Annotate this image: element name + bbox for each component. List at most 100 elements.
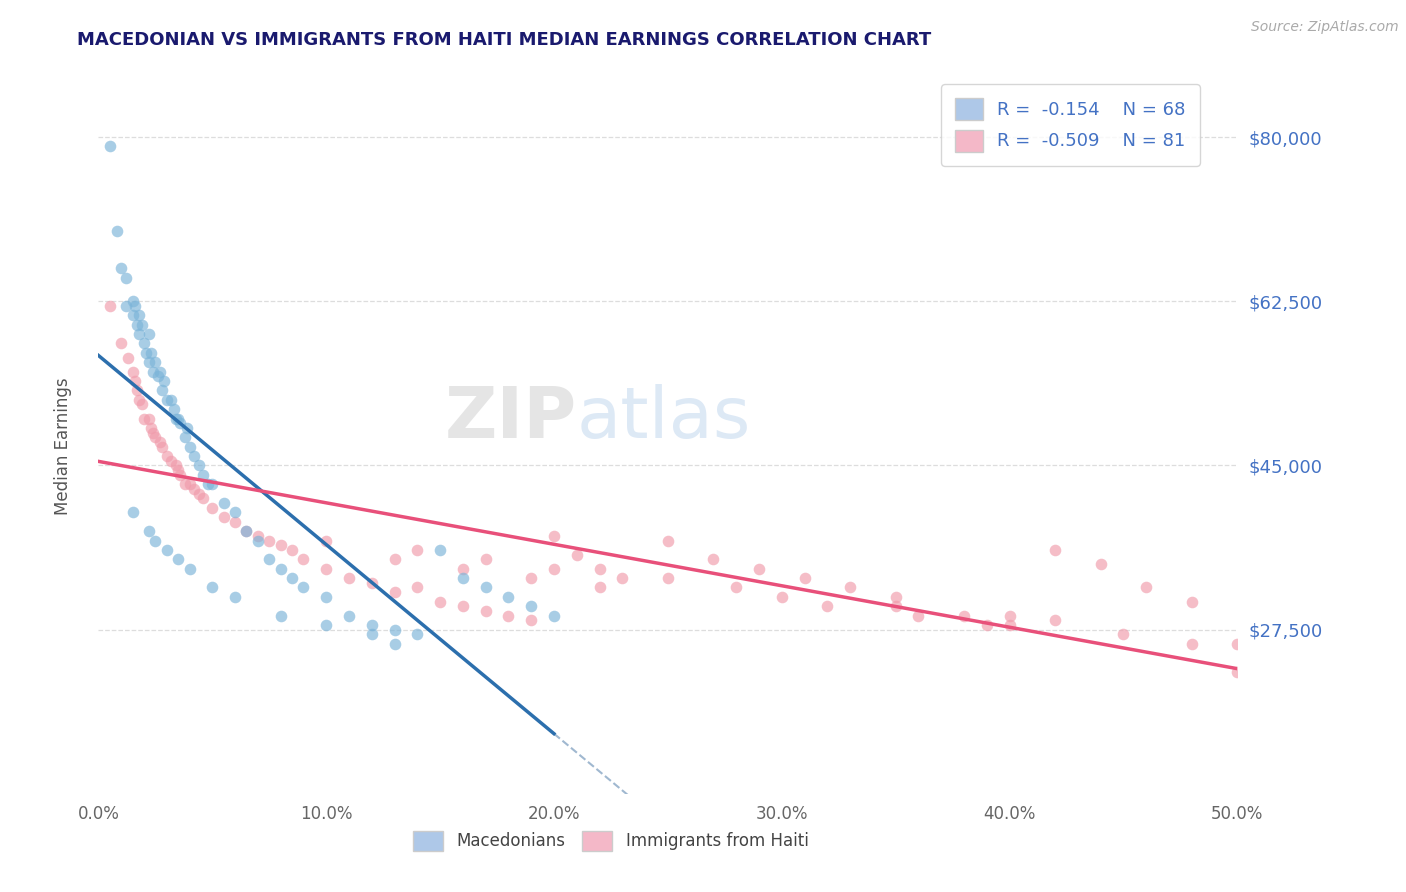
- Point: [953, 608, 976, 623]
- Point: [976, 618, 998, 632]
- Point: [224, 515, 246, 529]
- Point: [156, 542, 179, 557]
- Point: [498, 590, 520, 604]
- Point: [193, 467, 215, 482]
- Point: [725, 581, 748, 595]
- Point: [360, 627, 382, 641]
- Point: [588, 562, 610, 576]
- Point: [1181, 594, 1204, 608]
- Point: [169, 467, 191, 482]
- Point: [193, 491, 215, 506]
- Point: [132, 336, 155, 351]
- Point: [270, 608, 292, 623]
- Point: [98, 139, 121, 153]
- Point: [138, 327, 160, 342]
- Point: [451, 562, 474, 576]
- Point: [150, 384, 173, 398]
- Point: [451, 599, 474, 614]
- Point: [98, 299, 121, 313]
- Point: [1112, 627, 1135, 641]
- Point: [259, 552, 281, 566]
- Point: [128, 309, 150, 323]
- Point: [498, 608, 520, 623]
- Point: [259, 533, 281, 548]
- Point: [150, 440, 173, 454]
- Point: [139, 421, 162, 435]
- Point: [135, 346, 157, 360]
- Point: [702, 552, 724, 566]
- Point: [657, 533, 679, 548]
- Point: [520, 571, 543, 585]
- Point: [105, 224, 128, 238]
- Point: [451, 571, 474, 585]
- Point: [128, 327, 150, 342]
- Point: [884, 590, 907, 604]
- Point: [156, 392, 179, 407]
- Point: [337, 608, 360, 623]
- Point: [187, 486, 209, 500]
- Point: [145, 533, 167, 548]
- Point: [281, 542, 304, 557]
- Point: [127, 318, 149, 332]
- Point: [183, 449, 205, 463]
- Point: [429, 594, 451, 608]
- Point: [1043, 613, 1066, 627]
- Point: [142, 425, 165, 440]
- Point: [907, 608, 929, 623]
- Point: [1181, 637, 1204, 651]
- Point: [127, 384, 149, 398]
- Point: [224, 590, 246, 604]
- Point: [197, 477, 219, 491]
- Point: [315, 590, 337, 604]
- Point: [187, 458, 209, 473]
- Point: [167, 552, 190, 566]
- Point: [142, 365, 165, 379]
- Point: [153, 374, 176, 388]
- Point: [132, 411, 155, 425]
- Point: [315, 618, 337, 632]
- Point: [212, 496, 235, 510]
- Point: [1090, 557, 1112, 571]
- Point: [406, 542, 429, 557]
- Point: [770, 590, 793, 604]
- Point: [156, 449, 179, 463]
- Point: [114, 270, 136, 285]
- Point: [121, 505, 143, 519]
- Point: [149, 365, 172, 379]
- Text: ZIP: ZIP: [444, 384, 576, 452]
- Text: atlas: atlas: [576, 384, 751, 452]
- Point: [235, 524, 257, 538]
- Point: [165, 458, 187, 473]
- Point: [793, 571, 815, 585]
- Point: [839, 581, 862, 595]
- Text: MACEDONIAN VS IMMIGRANTS FROM HAITI MEDIAN EARNINGS CORRELATION CHART: MACEDONIAN VS IMMIGRANTS FROM HAITI MEDI…: [77, 31, 932, 49]
- Point: [201, 477, 224, 491]
- Point: [384, 623, 406, 637]
- Point: [384, 585, 406, 599]
- Point: [246, 533, 269, 548]
- Point: [165, 411, 187, 425]
- Point: [138, 411, 160, 425]
- Point: [114, 299, 136, 313]
- Point: [212, 510, 235, 524]
- Point: [138, 355, 160, 369]
- Point: [815, 599, 838, 614]
- Point: [131, 397, 153, 411]
- Point: [998, 608, 1021, 623]
- Point: [337, 571, 360, 585]
- Point: [884, 599, 907, 614]
- Point: [124, 299, 146, 313]
- Point: [110, 261, 132, 276]
- Point: [176, 421, 198, 435]
- Text: Median Earnings: Median Earnings: [55, 377, 72, 515]
- Point: [520, 599, 543, 614]
- Point: [474, 604, 496, 618]
- Point: [384, 637, 406, 651]
- Point: [360, 575, 382, 590]
- Point: [520, 613, 543, 627]
- Point: [145, 430, 167, 444]
- Point: [1135, 581, 1157, 595]
- Point: [292, 552, 315, 566]
- Point: [588, 581, 610, 595]
- Point: [110, 336, 132, 351]
